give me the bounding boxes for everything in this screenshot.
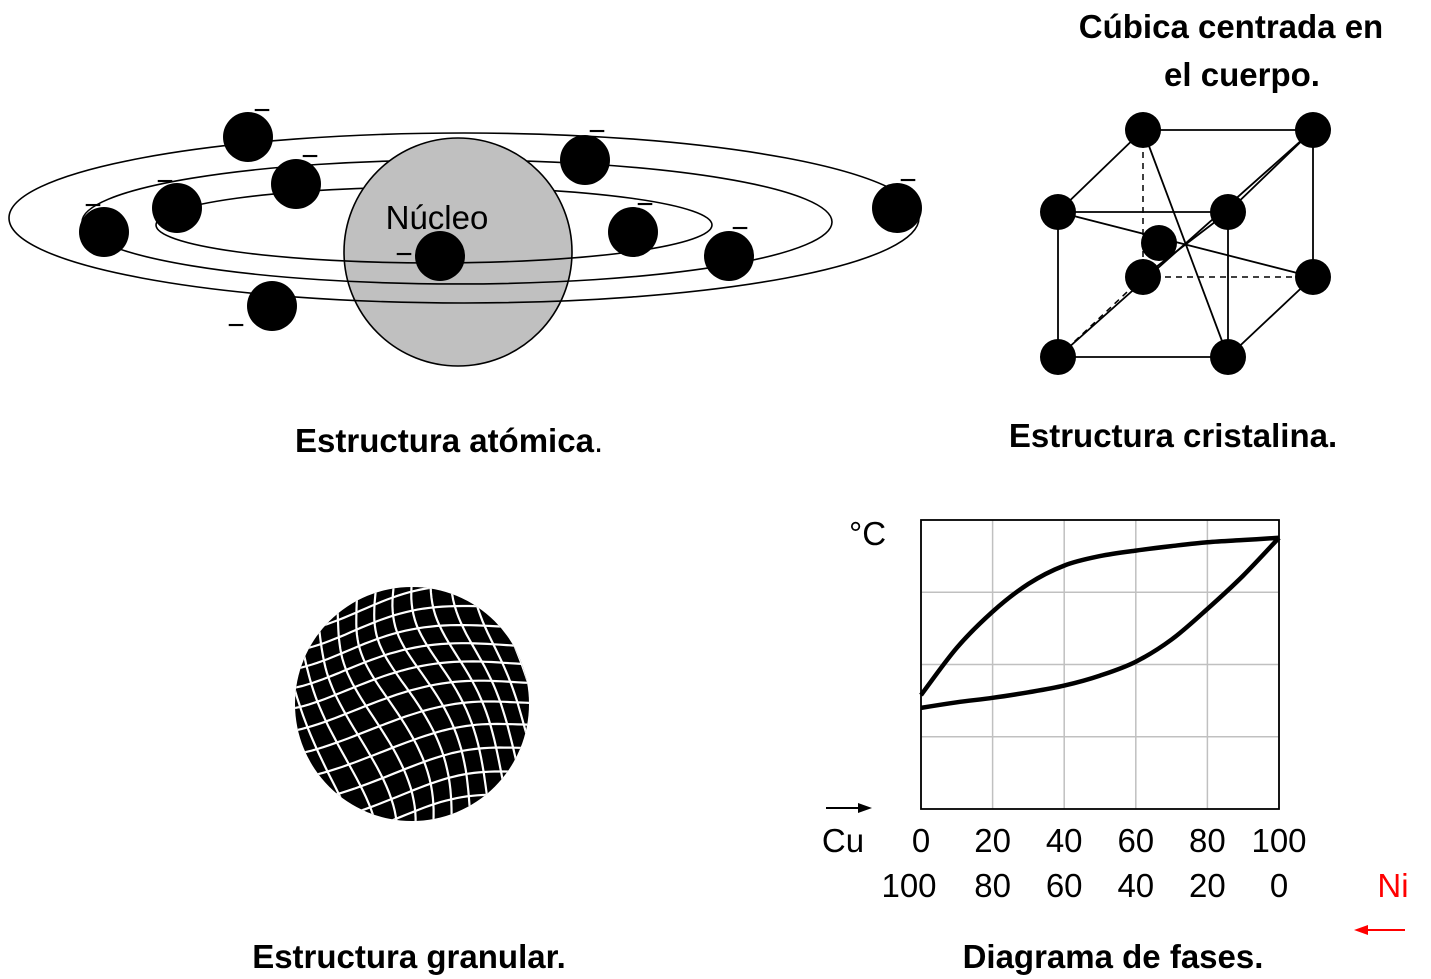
electron-charge-sign: − bbox=[227, 309, 245, 342]
crystal-caption: Estructura cristalina. bbox=[1009, 417, 1337, 454]
granular-structure-panel: Estructura granular. bbox=[252, 587, 566, 975]
x-tick-label-secondary: 60 bbox=[1046, 867, 1083, 904]
electron-charge-sign: − bbox=[636, 188, 654, 221]
x-tick-label-secondary: 0 bbox=[1270, 867, 1288, 904]
electron bbox=[271, 159, 321, 209]
electron bbox=[247, 281, 297, 331]
phase-diagram-panel: °C Cu 0 20 40 60 80 100 100 80 60 40 20 0 Ni Diagr… bbox=[822, 515, 1409, 975]
x-tick-label-secondary: 20 bbox=[1189, 867, 1226, 904]
atomic-structure-panel: Núcleo −−−−−−−−−− Estructura atómica. bbox=[8, 94, 922, 459]
bcc-unit-cell bbox=[1040, 112, 1331, 375]
middle-orbit-front bbox=[81, 221, 833, 285]
outer-orbit-front bbox=[8, 217, 920, 304]
x-left-label-cu: Cu bbox=[822, 822, 864, 859]
electron-charge-sign: − bbox=[84, 189, 102, 222]
body-center-atom bbox=[1141, 225, 1177, 261]
electron bbox=[79, 207, 129, 257]
solidus-curve bbox=[920, 536, 1281, 711]
grain-boundary-line bbox=[298, 815, 529, 821]
phase-plot-frame bbox=[920, 519, 1280, 810]
electron-charge-sign: − bbox=[395, 238, 413, 271]
liquidus-curve bbox=[919, 535, 1280, 697]
x-tick-labels: 0 20 40 60 80 100 bbox=[912, 822, 1307, 859]
phase-caption: Diagrama de fases. bbox=[963, 938, 1264, 975]
right-arrow-icon bbox=[858, 803, 872, 813]
electron bbox=[560, 135, 610, 185]
grain-boundary-line bbox=[335, 589, 417, 821]
grain-boundary-line bbox=[355, 587, 435, 821]
electron bbox=[152, 183, 202, 233]
grain-boundary-line bbox=[410, 587, 493, 821]
electron bbox=[608, 207, 658, 257]
x-tick-label-secondary: 100 bbox=[881, 867, 936, 904]
x-tick-label: 0 bbox=[912, 822, 930, 859]
electron bbox=[872, 183, 922, 233]
electron bbox=[223, 112, 273, 162]
crystal-title-line1: Cúbica centrada en bbox=[1079, 8, 1383, 45]
electron bbox=[415, 231, 465, 281]
phase-grid bbox=[920, 520, 1280, 809]
crystal-structure-panel: Cúbica centrada en el cuerpo. bbox=[1009, 8, 1383, 454]
grain-boundary-line bbox=[470, 587, 529, 821]
x-tick-label: 100 bbox=[1251, 822, 1306, 859]
granular-caption: Estructura granular. bbox=[252, 938, 566, 975]
lattice-atoms bbox=[1040, 112, 1331, 375]
crystal-title-line2: el cuerpo. bbox=[1164, 56, 1320, 93]
electron-charge-sign: − bbox=[731, 212, 749, 245]
x-tick-label: 80 bbox=[1189, 822, 1226, 859]
x-tick-label: 60 bbox=[1117, 822, 1154, 859]
grain-boundary-line bbox=[295, 700, 529, 757]
grain-boundary-line bbox=[295, 624, 525, 673]
electron-charge-sign: − bbox=[156, 165, 174, 198]
electron-charge-sign: − bbox=[301, 140, 319, 173]
grain-boundary-line bbox=[295, 722, 529, 781]
phase-curves bbox=[919, 535, 1281, 711]
x-tick-label-secondary: 40 bbox=[1117, 867, 1154, 904]
nucleus-label: Núcleo bbox=[386, 199, 489, 236]
electrons: −−−−−−−−−− bbox=[79, 94, 922, 342]
outer-orbit-back bbox=[8, 132, 920, 219]
x-tick-labels-secondary: 100 80 60 40 20 0 bbox=[881, 867, 1288, 904]
atomic-caption: Estructura atómica. bbox=[295, 422, 603, 459]
grain-boundary-line bbox=[295, 642, 526, 691]
y-unit-label: °C bbox=[849, 515, 886, 552]
x-right-label-ni: Ni bbox=[1377, 867, 1408, 904]
grain-boundary-line bbox=[295, 660, 527, 712]
x-tick-label: 40 bbox=[1046, 822, 1083, 859]
x-tick-label: 20 bbox=[974, 822, 1011, 859]
left-arrow-icon bbox=[1354, 925, 1368, 935]
electron-charge-sign: − bbox=[899, 164, 917, 197]
electron-charge-sign: − bbox=[588, 115, 606, 148]
electron bbox=[704, 231, 754, 281]
grain-boundary-line bbox=[295, 746, 529, 805]
x-tick-label-secondary: 80 bbox=[974, 867, 1011, 904]
grain-boundary-line bbox=[295, 679, 529, 734]
electron-charge-sign: − bbox=[253, 94, 271, 127]
